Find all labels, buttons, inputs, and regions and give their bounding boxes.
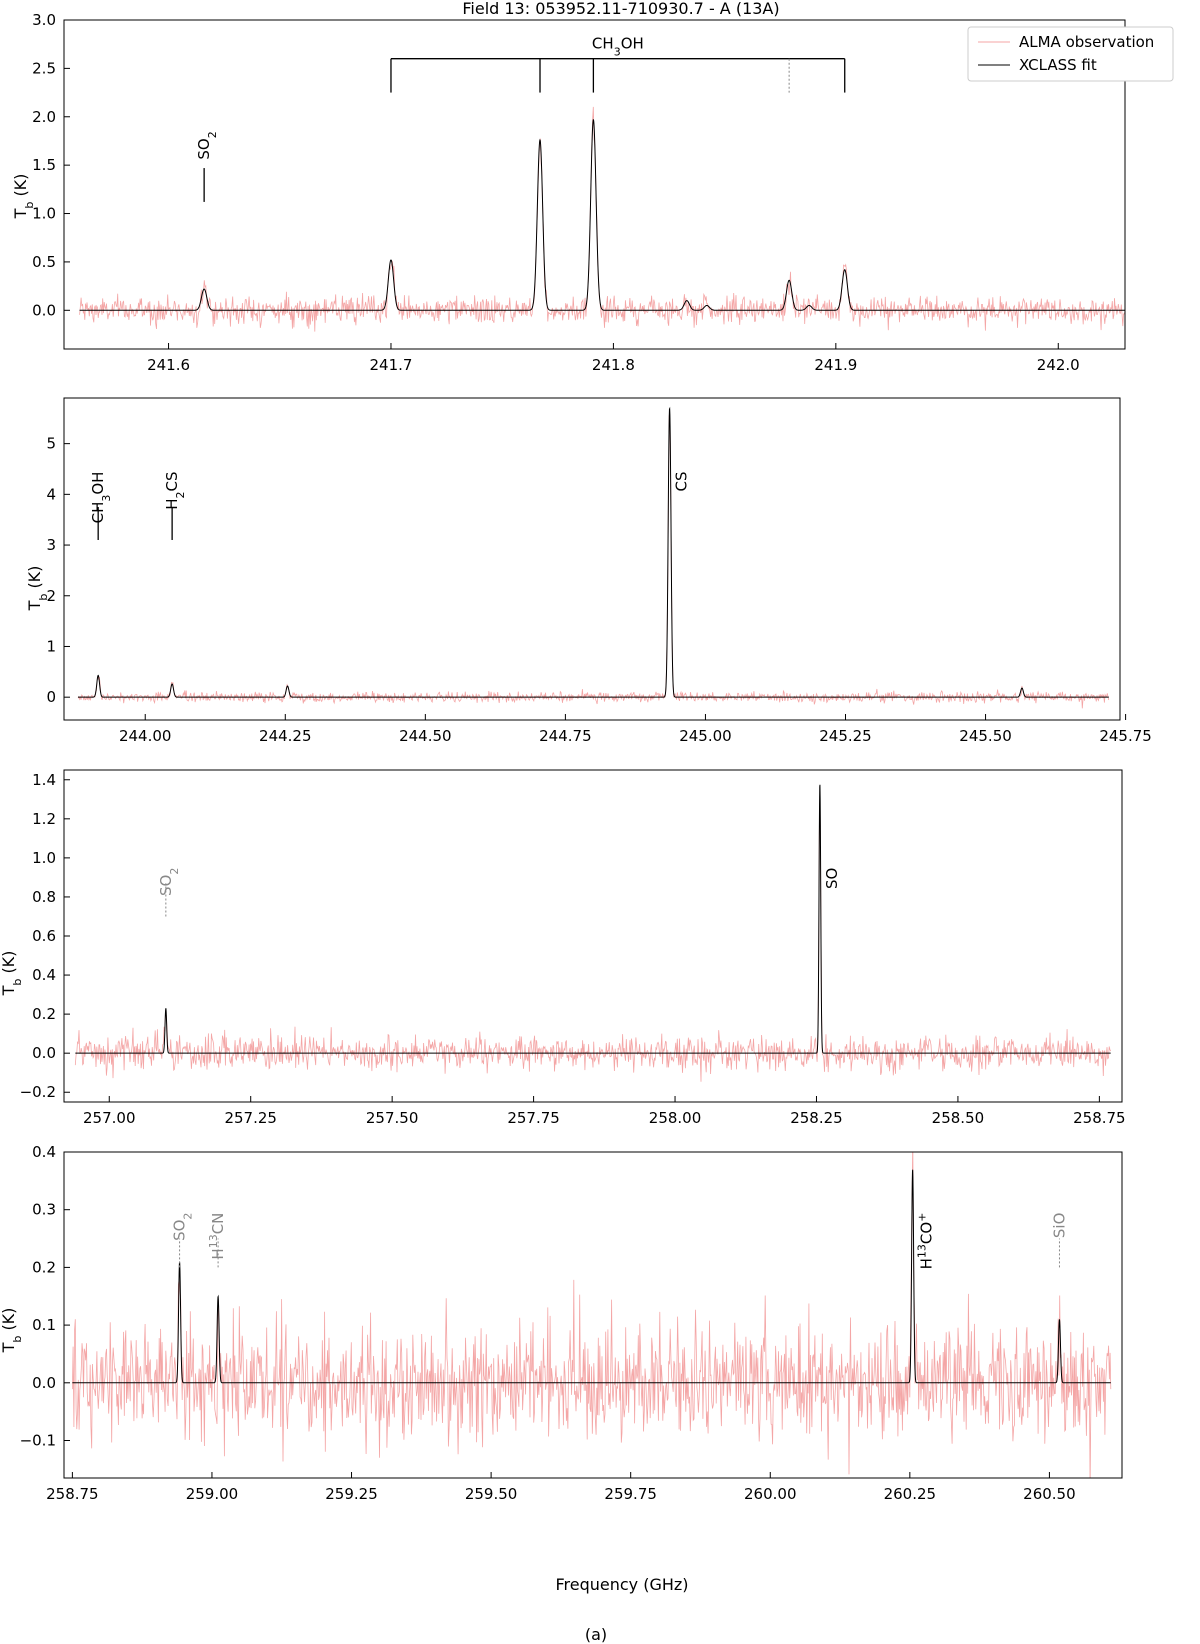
legend: ALMA observation XCLASS fit	[967, 26, 1174, 82]
panel-2-fit-line	[78, 406, 1109, 698]
y-tick-label: 3	[46, 536, 56, 554]
panel-3-ylabel: Tb (K)	[0, 951, 24, 997]
x-tick-label: 257.75	[507, 1109, 560, 1127]
x-tick-label: 241.7	[369, 356, 412, 374]
y-tick-label: 0.8	[32, 888, 56, 906]
x-tick-label: 259.25	[325, 1485, 378, 1503]
y-tick-label: −0.1	[20, 1431, 56, 1449]
y-tick-label: 1.2	[32, 810, 56, 828]
y-tick-label: 1.4	[32, 771, 56, 789]
x-tick-label: 258.75	[46, 1485, 99, 1503]
line-id-label: H13CO+	[915, 1213, 936, 1270]
panel-1-frame	[63, 19, 1126, 350]
x-tick-label: 244.50	[399, 727, 452, 745]
line-id-label: SO2	[171, 1213, 195, 1241]
x-tick-label: 258.75	[1073, 1109, 1126, 1127]
y-tick-label: 0.6	[32, 927, 56, 945]
legend-fit-label: XCLASS fit	[1019, 56, 1097, 74]
x-tick-label: 259.50	[465, 1485, 518, 1503]
panel-1-fit-line	[79, 119, 1125, 311]
y-tick-label: 0.0	[32, 1374, 56, 1392]
x-tick-label: 258.50	[932, 1109, 985, 1127]
x-tick-label: 245.00	[679, 727, 732, 745]
panel-3-observation-line	[74, 795, 1112, 1082]
x-tick-label: 241.6	[147, 356, 190, 374]
x-tick-label: 245.50	[959, 727, 1012, 745]
x-tick-label: 259.75	[604, 1485, 657, 1503]
legend-observation-label: ALMA observation	[1019, 33, 1154, 51]
x-tick-label: 245.25	[819, 727, 872, 745]
line-id-label: SO2	[157, 868, 181, 896]
panel-4-observation-line	[72, 1152, 1112, 1478]
y-tick-label: 2	[46, 587, 56, 605]
legend-box	[967, 26, 1174, 82]
line-id-label: SO2	[195, 131, 219, 159]
y-tick-label: 0	[46, 688, 56, 706]
x-tick-label: 244.25	[259, 727, 312, 745]
x-tick-label: 257.00	[83, 1109, 136, 1127]
x-tick-label: 260.00	[744, 1485, 797, 1503]
y-tick-label: −0.2	[20, 1083, 56, 1101]
x-tick-label: 260.25	[884, 1485, 937, 1503]
y-tick-label: 0.1	[32, 1316, 56, 1334]
y-tick-label: 0.5	[32, 253, 56, 271]
y-tick-label: 0.0	[32, 1044, 56, 1062]
panel-4-ylabel: Tb (K)	[0, 1308, 24, 1354]
x-tick-label: 258.00	[649, 1109, 702, 1127]
x-tick-label: 257.25	[224, 1109, 277, 1127]
y-tick-label: 1.5	[32, 156, 56, 174]
y-tick-label: 2.5	[32, 59, 56, 77]
y-tick-label: 4	[46, 485, 56, 503]
y-tick-label: 0.4	[32, 1143, 56, 1161]
figure-title: Field 13: 053952.11-710930.7 - A (13A)	[462, 0, 779, 18]
bracket-label: CH3OH	[592, 35, 644, 59]
y-tick-label: 0.2	[32, 1005, 56, 1023]
figure-caption: (a)	[585, 1625, 607, 1644]
line-id-label: H2CS	[163, 472, 187, 510]
line-id-label: SO	[823, 868, 841, 889]
x-tick-label: 259.00	[186, 1485, 239, 1503]
panel-4: Tb (K) 258.75 259.00 259.25 259.50 259.75 260…	[0, 1143, 1123, 1503]
x-tick-label: 257.50	[366, 1109, 419, 1127]
line-id-label: CH3OH	[89, 472, 113, 524]
y-tick-label: 0.0	[32, 301, 56, 319]
x-tick-label: 258.25	[790, 1109, 843, 1127]
x-tick-label: 260.50	[1023, 1485, 1076, 1503]
line-id-label: CS	[673, 472, 691, 492]
line-id-label: SiO	[1050, 1213, 1068, 1239]
panel-4-fit-line	[72, 1169, 1111, 1384]
y-tick-label: 2.0	[32, 108, 56, 126]
x-tick-label: 241.8	[592, 356, 635, 374]
panel-3: Tb (K) 257.00 257.25 257.50 257.75 258.00 258…	[0, 769, 1126, 1127]
x-tick-label: 244.00	[119, 727, 172, 745]
y-tick-label: 0.2	[32, 1258, 56, 1276]
y-tick-label: 0.3	[32, 1201, 56, 1219]
panel-1-observation-line	[79, 106, 1125, 332]
panel-2-frame	[63, 397, 1121, 721]
panel-2-observation-line	[77, 415, 1110, 709]
y-tick-label: 3.0	[32, 11, 56, 29]
panel-1: Tb (K) 241.6 241.7 241.8 241.9 242.00.00.51.…	[11, 11, 1126, 374]
x-tick-label: 241.9	[814, 356, 857, 374]
panel-2: Tb (K) 244.00 244.25 244.50 244.75 245.00 245…	[25, 397, 1152, 745]
y-tick-label: 1.0	[32, 205, 56, 223]
y-tick-label: 1	[46, 637, 56, 655]
y-tick-label: 1.0	[32, 849, 56, 867]
x-axis-label: Frequency (GHz)	[555, 1575, 688, 1594]
y-tick-label: 0.4	[32, 966, 56, 984]
y-tick-label: 5	[46, 435, 56, 453]
panel-4-frame	[63, 1151, 1123, 1479]
panel-3-fit-line	[75, 784, 1111, 1054]
x-tick-label: 245.75	[1099, 727, 1152, 745]
x-tick-label: 242.0	[1037, 356, 1080, 374]
line-id-label: H13CN	[207, 1213, 228, 1260]
x-tick-label: 244.75	[539, 727, 592, 745]
